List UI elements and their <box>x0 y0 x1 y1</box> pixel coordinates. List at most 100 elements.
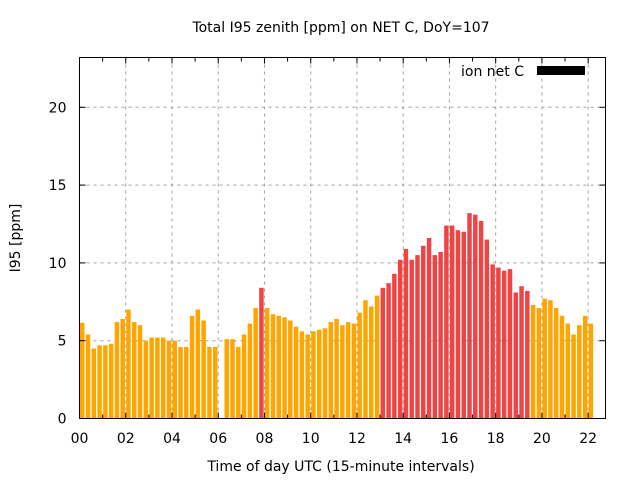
y-tick-label: 15 <box>49 178 67 194</box>
bar <box>137 325 143 419</box>
bar <box>490 264 495 419</box>
bar <box>305 334 310 419</box>
x-tick-labels: 00 02 04 06 08 10 12 14 16 18 20 22 <box>71 431 597 447</box>
x-tick-label: 14 <box>394 431 412 447</box>
bar <box>114 322 120 419</box>
bar <box>374 295 380 419</box>
bar <box>212 346 218 419</box>
bar <box>103 345 108 419</box>
bar <box>513 292 518 419</box>
bar <box>276 315 282 419</box>
x-tick-label: 20 <box>533 431 551 447</box>
bar <box>311 331 316 419</box>
bar <box>293 326 299 419</box>
x-tick-label: 18 <box>487 431 505 447</box>
bar <box>421 245 426 419</box>
bar <box>548 300 553 419</box>
x-tick-label: 00 <box>71 431 89 447</box>
y-tick-label: 10 <box>49 256 67 272</box>
y-tick-label: 5 <box>58 334 67 350</box>
bar <box>334 318 339 419</box>
bar <box>345 322 351 419</box>
bar <box>195 309 201 419</box>
bar <box>363 300 368 419</box>
bar <box>166 340 172 419</box>
bar <box>565 323 571 419</box>
x-tick-label: 10 <box>302 431 320 447</box>
bar <box>282 317 287 419</box>
bar <box>525 290 530 419</box>
x-tick-label: 08 <box>256 431 274 447</box>
bar <box>270 314 276 419</box>
bar <box>426 238 432 419</box>
legend-swatch <box>537 66 585 75</box>
bar <box>322 328 328 419</box>
bar <box>467 213 472 419</box>
bar <box>184 346 189 419</box>
bar <box>507 269 513 419</box>
bar <box>409 259 414 419</box>
bar <box>473 214 478 419</box>
bar <box>299 331 305 419</box>
bar <box>397 259 403 419</box>
bar <box>149 337 154 419</box>
bar <box>108 343 114 419</box>
bars <box>80 213 594 419</box>
bar <box>97 345 102 419</box>
bar <box>380 287 386 419</box>
bar <box>80 322 85 419</box>
bar <box>230 339 235 419</box>
bar <box>438 252 443 419</box>
bar <box>369 306 374 419</box>
bar <box>143 340 149 419</box>
chart-title: Total I95 zenith [ppm] on NET C, DoY=107 <box>191 20 489 36</box>
legend-label: ion net C <box>461 64 524 80</box>
bar <box>577 325 582 419</box>
bar <box>85 334 91 419</box>
bar <box>316 329 322 419</box>
bar <box>461 231 466 419</box>
bar <box>91 348 97 419</box>
bar <box>201 320 206 419</box>
bar <box>357 312 362 419</box>
bar <box>536 308 542 419</box>
bar <box>392 273 397 419</box>
x-tick-label: 12 <box>348 431 366 447</box>
bar <box>415 255 420 419</box>
bar <box>172 340 177 419</box>
x-tick-label: 04 <box>163 431 181 447</box>
bar <box>241 334 247 419</box>
ticks <box>79 57 606 419</box>
bar <box>501 270 507 419</box>
bar <box>571 334 576 419</box>
x-tick-label: 22 <box>579 431 597 447</box>
plot-frame <box>79 57 606 419</box>
bar <box>455 230 461 419</box>
bar <box>553 308 559 419</box>
x-tick-label: 02 <box>117 431 135 447</box>
bar <box>288 320 293 419</box>
bar <box>340 325 345 419</box>
bar <box>588 323 594 419</box>
bar <box>160 337 166 419</box>
bar <box>432 255 438 419</box>
bar <box>582 315 588 419</box>
bar <box>178 346 183 419</box>
bar <box>484 239 490 419</box>
bar <box>519 286 524 419</box>
y-axis-label: I95 [ppm] <box>8 204 24 273</box>
bar <box>207 346 212 419</box>
bar <box>120 318 125 419</box>
bar <box>530 304 536 419</box>
x-tick-label: 06 <box>209 431 227 447</box>
bar <box>386 283 391 419</box>
bar <box>224 339 229 419</box>
bar <box>155 337 160 419</box>
bar <box>444 225 449 419</box>
bar <box>496 267 501 419</box>
x-tick-label: 16 <box>441 431 459 447</box>
legend: ion net C <box>461 64 585 80</box>
bar <box>478 220 484 419</box>
bar <box>403 248 409 419</box>
